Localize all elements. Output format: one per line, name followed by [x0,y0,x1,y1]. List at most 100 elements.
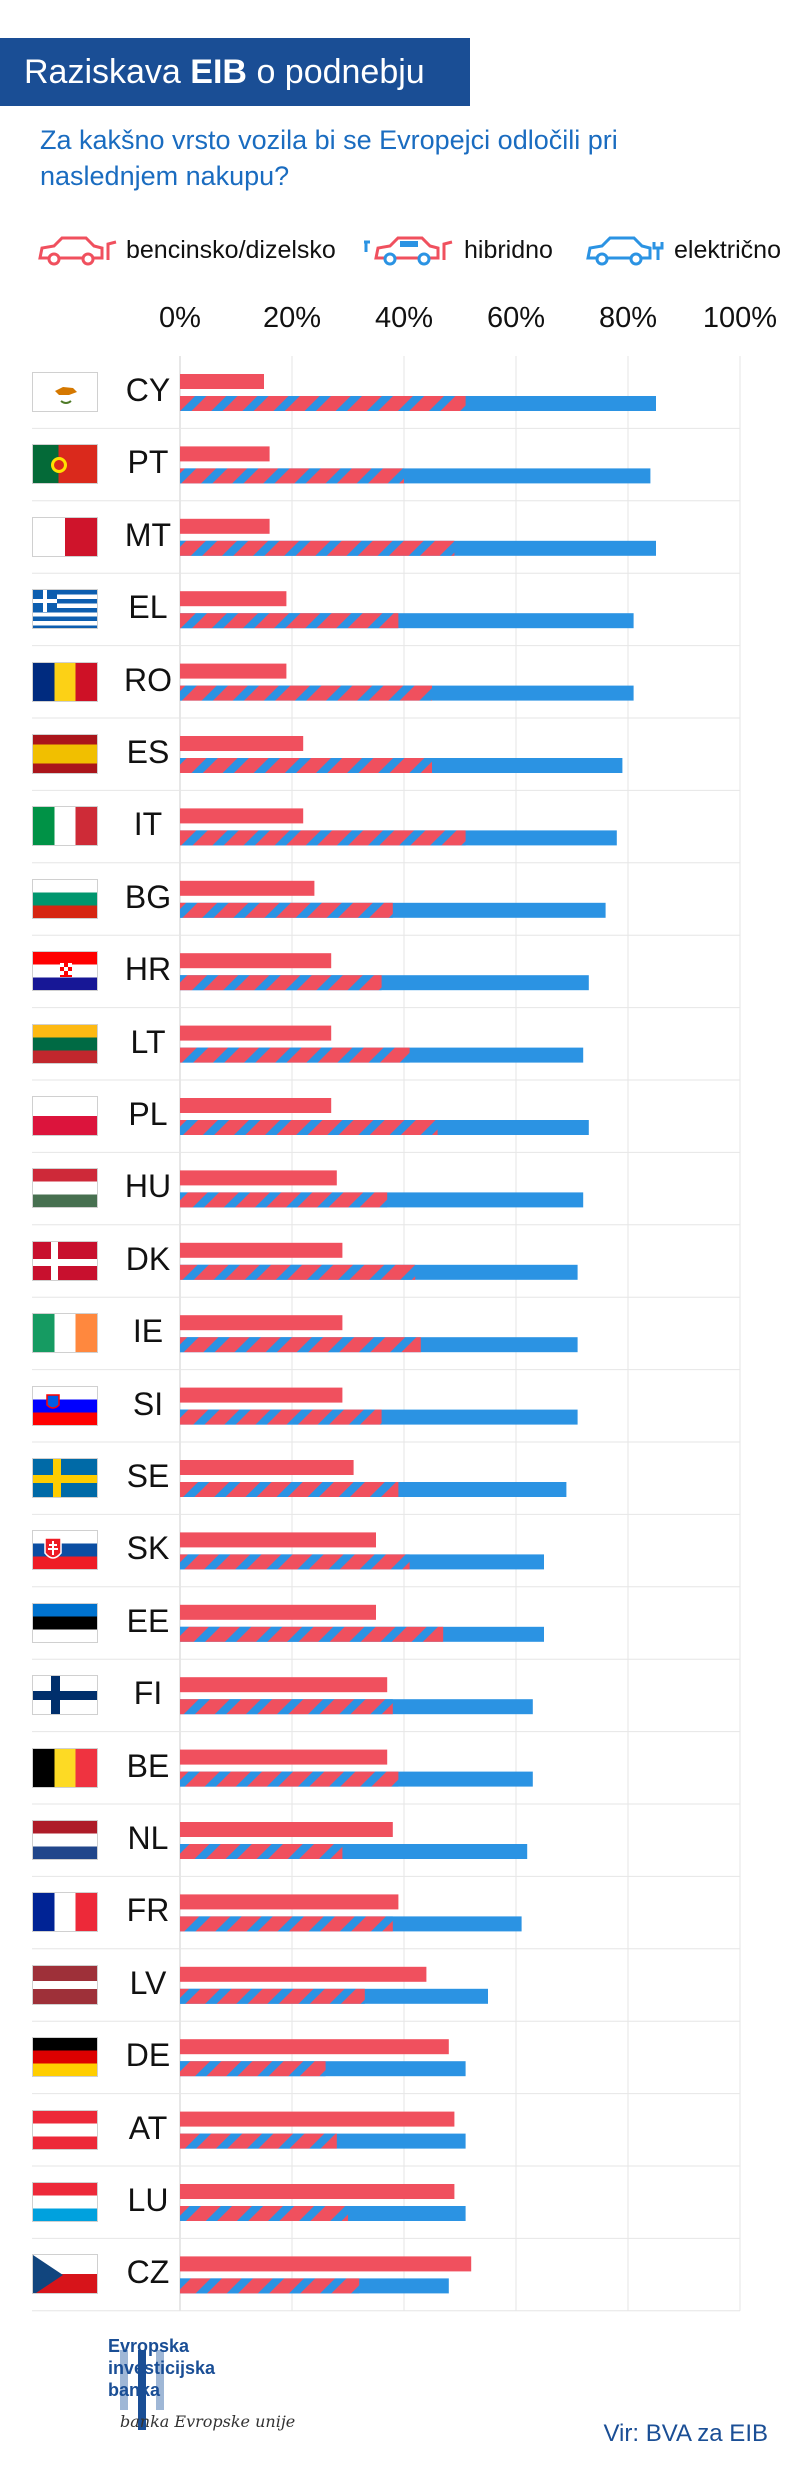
legend: bencinsko/dizelsko hibridno električno [36,228,781,272]
chart-subtitle: Za kakšno vrsto vozila bi se Evropejci o… [40,125,618,191]
bar-petrol-nl [180,1822,393,1837]
country-label: CZ [126,2254,170,2291]
bar-hybrid-lt [180,1047,410,1063]
bar-petrol-hr [180,953,332,969]
bar-petrol-dk [180,1242,343,1258]
bar-hybrid-be [180,1771,399,1787]
bar-petrol-mt [180,518,270,534]
bar-petrol-es [180,736,304,751]
bar-hybrid-lu [180,2206,348,2221]
bar-petrol-lt [180,1025,332,1041]
country-label: DK [125,1240,171,1277]
source-note: Vir: BVA za EIB [603,2420,768,2447]
flag-slovenia-icon [32,1385,98,1426]
country-label: PT [127,444,169,481]
bar-petrol-ee [180,1604,376,1620]
flag-luxembourg-icon [32,2182,98,2222]
logo-slogan: banka Evropske unije [120,2412,296,2431]
bar-petrol-cz [180,2256,472,2272]
bar-petrol-ro [180,663,287,679]
electric-car-icon [586,236,664,266]
bar-hybrid-fr [180,1916,393,1932]
country-label: MT [124,516,172,553]
x-tick-label: 40% [374,302,434,334]
country-label: SK [126,1530,170,1567]
flag-lithuania-icon [32,1023,98,1064]
bar-petrol-fr [180,1894,399,1910]
bar-hybrid-hu [180,1192,388,1208]
x-tick-label: 20% [262,302,322,334]
bar-hybrid-es [180,758,432,773]
bar-petrol-lv [180,1966,427,1982]
title-prefix: Raziskava [24,53,181,91]
bar-petrol-bg [180,880,315,896]
flag-belgium-icon [32,1747,98,1788]
country-label: LV [129,1964,167,2001]
bar-petrol-se [180,1460,354,1475]
flag-greece-icon [32,589,98,630]
flag-slovakia-icon [32,1530,98,1571]
country-label: SI [132,1385,164,1422]
gasoline-car-icon [38,236,117,266]
country-label: NL [127,1820,169,1856]
title-suffix: o podnebju [256,53,425,91]
eib-logo-icon [120,2350,164,2430]
country-label: AT [128,2109,168,2146]
bar-petrol-de [180,2039,449,2055]
bar-hybrid-se [180,1482,399,1497]
flag-netherlands-icon [32,1820,98,1860]
bar-petrol-hu [180,1170,337,1186]
bar-hybrid-cy [180,396,466,411]
bar-hybrid-fi [180,1699,393,1715]
bar-petrol-it [180,808,304,824]
bar-petrol-be [180,1749,388,1765]
bar-petrol-ie [180,1315,343,1331]
country-label: CY [125,372,171,408]
flag-estonia-icon [32,1602,98,1643]
flag-croatia-icon [32,951,98,992]
country-label: LT [130,1023,166,1060]
country-label: SE [126,1458,170,1494]
bar-petrol-fi [180,1677,388,1693]
bar-petrol-pt [180,446,270,462]
bar-hybrid-bg [180,902,393,918]
bar-hybrid-ee [180,1626,444,1642]
bar-hybrid-si [180,1409,382,1425]
flag-france-icon [32,1892,98,1933]
flag-austria-icon [32,2109,98,2150]
bar-hybrid-sk [180,1554,410,1570]
logo-text: Evropska investicijska banka [108,2336,216,2400]
bar-hybrid-ro [180,685,432,701]
flag-denmark-icon [32,1240,98,1281]
bar-hybrid-lv [180,1988,365,2004]
flag-romania-icon [32,661,98,702]
title-bold: EIB [190,53,247,91]
x-tick-label: 80% [598,302,658,334]
flag-poland-icon [32,1096,98,1136]
flag-bulgaria-icon [32,878,98,919]
legend-item-electric: električno [584,228,781,272]
legend-label-petrol: bencinsko/dizelsko [126,235,336,264]
legend-item-petrol: bencinsko/dizelsko [36,228,336,272]
flag-czechia-icon [32,2254,98,2295]
bar-hybrid-dk [180,1264,416,1280]
country-label: HU [124,1168,172,1205]
bar-hybrid-mt [180,540,455,556]
flag-ireland-icon [32,1313,98,1354]
bar-hybrid-el [180,613,399,629]
title-banner: Raziskava EIB o podnebju [0,38,470,106]
bar-petrol-el [180,591,287,607]
bar-hybrid-de [180,2061,326,2077]
country-label: EL [128,589,168,626]
bar-hybrid-cz [180,2278,360,2294]
flag-spain-icon [32,734,98,774]
country-label: ES [126,734,170,770]
bar-hybrid-at [180,2133,337,2149]
bar-petrol-pl [180,1098,332,1113]
bar-hybrid-pl [180,1120,438,1135]
flag-italy-icon [32,806,98,847]
flag-malta-icon [32,516,98,557]
country-label: IE [132,1313,164,1350]
flag-latvia-icon [32,1964,98,2005]
